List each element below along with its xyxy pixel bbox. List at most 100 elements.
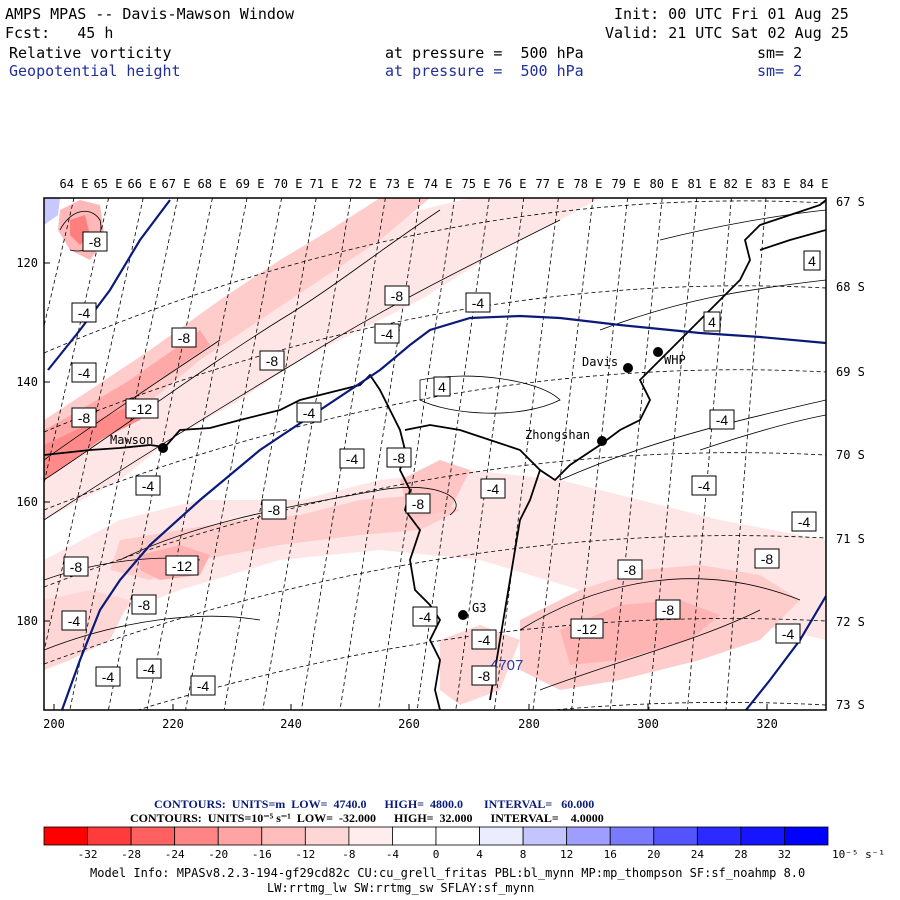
- init-time: Init: 00 UTC Fri 01 Aug 25: [614, 5, 849, 23]
- vorticity-value-label: -8: [386, 447, 412, 468]
- svg-text:-8: -8: [78, 410, 91, 426]
- meridian-line: [339, 198, 421, 710]
- vorticity-value-label: -12: [125, 398, 159, 419]
- svg-text:-4: -4: [102, 669, 115, 685]
- svg-text:-4: -4: [381, 326, 394, 342]
- svg-text:-4: -4: [716, 412, 729, 428]
- colorbar-tick-label: 0: [433, 848, 440, 861]
- meridian-line: [648, 198, 698, 710]
- y-tick-label: 140: [16, 375, 38, 389]
- svg-text:-8: -8: [761, 551, 774, 567]
- vorticity-value-label: -4: [791, 511, 817, 532]
- forecast-hour: Fcst: 45 h: [5, 24, 114, 42]
- colorbar-tick-label: 24: [691, 848, 705, 861]
- vorticity-value-label: -4: [136, 658, 162, 679]
- vorticity-value-label: -8: [754, 548, 780, 569]
- vorticity-value-label: -4: [61, 610, 87, 631]
- meridian-line: [69, 198, 179, 710]
- longitude-label: 68 E: [198, 177, 227, 191]
- colorbar-segment: [392, 826, 437, 846]
- height-contours: [47, 199, 826, 710]
- latitude-label: 71 S: [836, 532, 865, 546]
- x-tick-label: 320: [756, 717, 778, 731]
- longitude-label: 72 E: [348, 177, 377, 191]
- vorticity-labels: -8 -4 -4 -8 -8 -12 -8 -4 -8 -4 4 -4 -4 -4 -8 -8 -4 -8 -12 -…: [61, 231, 821, 696]
- svg-text:-8: -8: [624, 562, 637, 578]
- colorbar-tick-label: -20: [208, 848, 228, 861]
- station-whp-marker: [653, 347, 663, 357]
- colorbar-tick-label: -32: [78, 848, 98, 861]
- longitude-label: 76 E: [498, 177, 527, 191]
- vorticity-value-label: -4: [71, 302, 97, 323]
- colorbar-tick-label: 20: [647, 848, 660, 861]
- svg-text:4: 4: [438, 379, 446, 395]
- colorbar-segment: [479, 826, 524, 846]
- svg-text:4: 4: [708, 314, 716, 330]
- latitude-label: 68 S: [836, 280, 865, 294]
- valid-time: Valid: 21 UTC Sat 02 Aug 25: [605, 24, 849, 42]
- parallel-line: [44, 369, 826, 511]
- field1-smoothing: sm= 2: [757, 44, 803, 62]
- x-tick-label: 300: [637, 717, 659, 731]
- longitude-label: 82 E: [724, 177, 753, 191]
- x-tick-label: 260: [398, 717, 420, 731]
- colorbar-segment: [522, 826, 568, 846]
- field2-name: Geopotential height: [9, 62, 181, 80]
- station-davis-label: Davis: [582, 355, 618, 369]
- svg-text:-4: -4: [478, 632, 491, 648]
- station-mawson-label: Mawson: [110, 433, 153, 447]
- meridian-line: [223, 198, 317, 710]
- vorticity-contour-info: CONTOURS: UNITS=10⁻⁵ s⁻¹ LOW= -32.000 HI…: [130, 811, 604, 825]
- meridian-line: [687, 198, 732, 710]
- station-zhongshan-marker: [597, 436, 607, 446]
- svg-text:-8: -8: [70, 559, 83, 575]
- longitude-label: 80 E: [650, 177, 679, 191]
- vorticity-value-label: -8: [617, 559, 643, 580]
- svg-text:-12: -12: [577, 621, 597, 637]
- vorticity-value-label: -4: [412, 606, 438, 627]
- model-info-line2: LW:rrtmg_lw SW:rrtmg_sw SFLAY:sf_mynn: [267, 881, 535, 895]
- meridian-line: [725, 198, 767, 710]
- colorbar-segment: [435, 826, 480, 846]
- longitude-label: 83 E: [762, 177, 791, 191]
- longitude-label: 81 E: [688, 177, 717, 191]
- svg-text:-4: -4: [472, 295, 485, 311]
- vorticity-value-label: -4: [374, 323, 400, 344]
- map-axes: 64 E 65 E 66 E 67 E 68 E 69 E 70 E 71 E 72 E 73 E…: [16, 177, 865, 731]
- colorbar-segment: [696, 826, 742, 846]
- longitude-label: 74 E: [424, 177, 453, 191]
- longitude-label: 73 E: [386, 177, 415, 191]
- station-g3-label: G3: [472, 601, 486, 615]
- colorbar-tick-label: -28: [121, 848, 141, 861]
- vorticity-value-label: -8: [63, 556, 89, 577]
- vorticity-value-label: -4: [135, 475, 161, 496]
- y-tick-label: 180: [16, 614, 38, 628]
- svg-text:-4: -4: [798, 514, 811, 530]
- longitude-label: 77 E: [536, 177, 565, 191]
- meridian-line: [494, 198, 559, 710]
- colorbar-tick-label: -24: [165, 848, 185, 861]
- meridian-line: [185, 198, 282, 710]
- svg-text:-8: -8: [178, 330, 191, 346]
- latitude-label: 72 S: [836, 615, 865, 629]
- colorbar-tick-label: -4: [386, 848, 400, 861]
- colorbar-tick-label: 4: [476, 848, 483, 861]
- vorticity-value-label: -4: [95, 666, 121, 687]
- colorbar-tick-label: 28: [734, 848, 747, 861]
- svg-text:-4: -4: [782, 626, 795, 642]
- svg-text:-8: -8: [662, 602, 675, 618]
- graticule: [44, 198, 826, 710]
- y-tick-label: 120: [16, 256, 38, 270]
- station-zhongshan-label: Zhongshan: [525, 428, 590, 442]
- vorticity-value-label: 4: [703, 311, 721, 332]
- longitude-label: 70 E: [274, 177, 303, 191]
- x-tick-label: 220: [162, 717, 184, 731]
- longitude-label: 66 E: [128, 177, 157, 191]
- latitude-label: 70 S: [836, 448, 865, 462]
- vorticity-value-label: -8: [261, 499, 287, 520]
- svg-text:-8: -8: [268, 502, 281, 518]
- vorticity-value-label: 4: [803, 250, 821, 271]
- vorticity-value-label: -8: [259, 350, 285, 371]
- svg-text:-12: -12: [172, 558, 192, 574]
